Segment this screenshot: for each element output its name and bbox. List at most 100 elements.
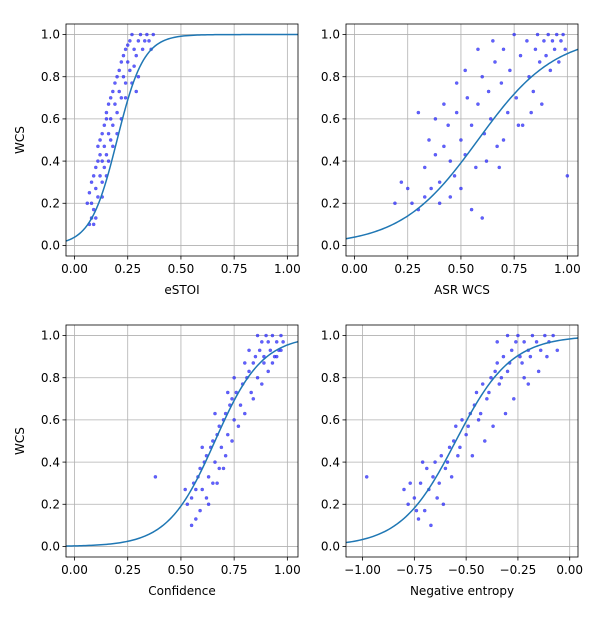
x-tick-label: 0.50	[448, 262, 475, 276]
data-point	[104, 152, 109, 157]
y-axis-label: WCS	[13, 427, 27, 455]
y-tick-label: 1.0	[41, 28, 60, 42]
data-point	[405, 186, 410, 191]
data-point	[266, 340, 271, 344]
data-point	[497, 382, 502, 386]
data-point	[439, 453, 444, 458]
x-axis-label: Confidence	[148, 584, 215, 598]
data-point	[268, 348, 273, 353]
data-point	[487, 390, 491, 395]
data-point	[545, 354, 549, 359]
data-point	[422, 165, 427, 170]
data-point	[536, 369, 541, 374]
data-point	[546, 32, 551, 37]
data-point	[533, 47, 538, 52]
data-point	[128, 68, 132, 73]
data-point	[469, 123, 474, 128]
y-axis-label: WCS	[13, 126, 27, 154]
data-point	[89, 201, 94, 206]
data-point	[493, 60, 497, 64]
data-point	[437, 201, 442, 206]
data-point	[501, 47, 506, 52]
y-tick-label: 0.4	[321, 455, 340, 469]
data-point	[194, 517, 198, 521]
data-point	[142, 39, 147, 43]
data-point	[102, 165, 107, 170]
data-point	[140, 47, 145, 52]
data-point	[474, 390, 479, 395]
data-point	[453, 424, 458, 429]
data-point	[551, 333, 555, 338]
data-point	[108, 117, 113, 121]
data-point	[501, 354, 506, 359]
data-point	[93, 186, 98, 191]
data-point	[445, 460, 450, 464]
data-point	[132, 47, 136, 52]
x-tick-label: 0.00	[341, 262, 368, 276]
data-point	[416, 110, 421, 115]
data-point	[464, 432, 468, 437]
data-point	[257, 348, 262, 353]
data-point	[542, 39, 546, 43]
data-point	[232, 375, 236, 380]
data-point	[561, 32, 565, 37]
data-point	[441, 502, 446, 507]
y-tick-label: 0.6	[321, 112, 340, 126]
data-point	[102, 123, 107, 128]
data-point	[470, 453, 475, 458]
data-point	[230, 439, 234, 443]
data-point	[466, 424, 471, 429]
data-point	[563, 47, 568, 52]
data-point	[534, 340, 539, 344]
data-point	[206, 475, 211, 479]
data-point	[544, 53, 548, 58]
data-point	[189, 523, 194, 528]
axes-frame	[345, 23, 579, 257]
data-point	[260, 340, 264, 344]
data-point	[213, 460, 217, 464]
y-tick-label: 0.2	[41, 497, 60, 511]
axes-frame	[65, 23, 299, 257]
y-tick-label: 1.0	[41, 329, 60, 343]
data-point	[399, 180, 404, 184]
x-tick-label: −0.25	[500, 563, 537, 577]
data-point	[93, 216, 98, 220]
y-tick-label: 0.8	[41, 70, 60, 84]
subplot-asr-wcs: 0.00 0.25 0.50 0.75 1.00 0.0 0.2 0.4 0.6 0.8 1.0 AS…	[321, 23, 581, 297]
data-point	[476, 418, 481, 422]
data-point	[458, 445, 462, 450]
data-point	[225, 390, 230, 395]
x-tick-label: 0.50	[168, 563, 195, 577]
data-point	[100, 180, 104, 184]
data-point	[242, 361, 247, 365]
data-point	[559, 39, 563, 43]
data-point	[416, 517, 421, 521]
data-point	[106, 131, 111, 136]
data-point	[206, 502, 211, 507]
data-point	[108, 96, 113, 100]
y-tick-label: 0.2	[321, 497, 340, 511]
data-point	[253, 354, 258, 359]
data-point	[529, 110, 533, 115]
data-point	[100, 159, 104, 163]
data-point	[512, 32, 516, 37]
data-point	[540, 102, 544, 106]
data-point	[543, 333, 547, 338]
data-point	[151, 32, 156, 37]
data-point	[185, 502, 190, 507]
data-point	[119, 96, 124, 100]
data-point	[497, 165, 502, 170]
data-point	[554, 32, 559, 37]
data-point	[96, 195, 100, 199]
data-point	[414, 508, 419, 513]
data-point	[134, 89, 139, 94]
x-tick-label: 1.00	[274, 563, 301, 577]
data-point	[530, 333, 535, 338]
data-point	[115, 74, 119, 79]
data-point	[476, 47, 480, 52]
y-tick-label: 0.0	[41, 540, 60, 554]
data-point	[485, 397, 489, 401]
data-point	[134, 53, 139, 58]
y-tick-label: 0.6	[41, 112, 60, 126]
data-point	[516, 333, 520, 338]
